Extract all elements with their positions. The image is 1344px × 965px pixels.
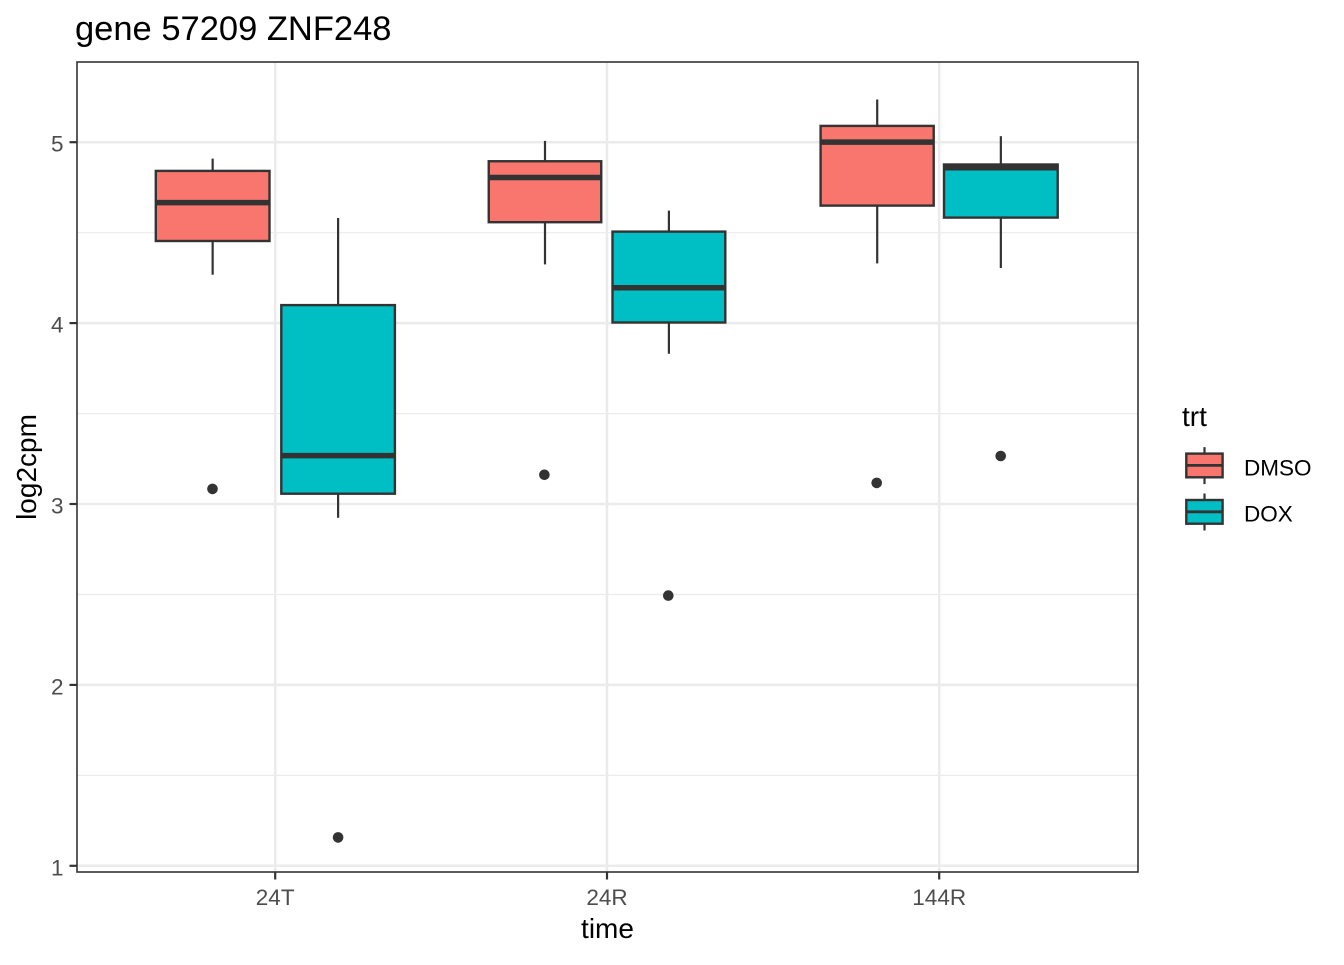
svg-text:5: 5 bbox=[51, 132, 64, 157]
svg-text:log2cpm: log2cpm bbox=[11, 414, 42, 520]
svg-text:24T: 24T bbox=[256, 885, 295, 910]
svg-text:trt: trt bbox=[1182, 401, 1207, 432]
svg-text:2: 2 bbox=[51, 674, 64, 699]
svg-text:24R: 24R bbox=[586, 885, 627, 910]
svg-text:144R: 144R bbox=[912, 885, 966, 910]
svg-text:time: time bbox=[581, 913, 634, 944]
svg-text:DOX: DOX bbox=[1244, 502, 1293, 527]
svg-text:DMSO: DMSO bbox=[1244, 455, 1312, 480]
svg-text:1: 1 bbox=[51, 855, 64, 880]
svg-text:4: 4 bbox=[51, 313, 64, 338]
svg-text:gene 57209 ZNF248: gene 57209 ZNF248 bbox=[75, 10, 391, 48]
svg-text:3: 3 bbox=[51, 494, 64, 519]
